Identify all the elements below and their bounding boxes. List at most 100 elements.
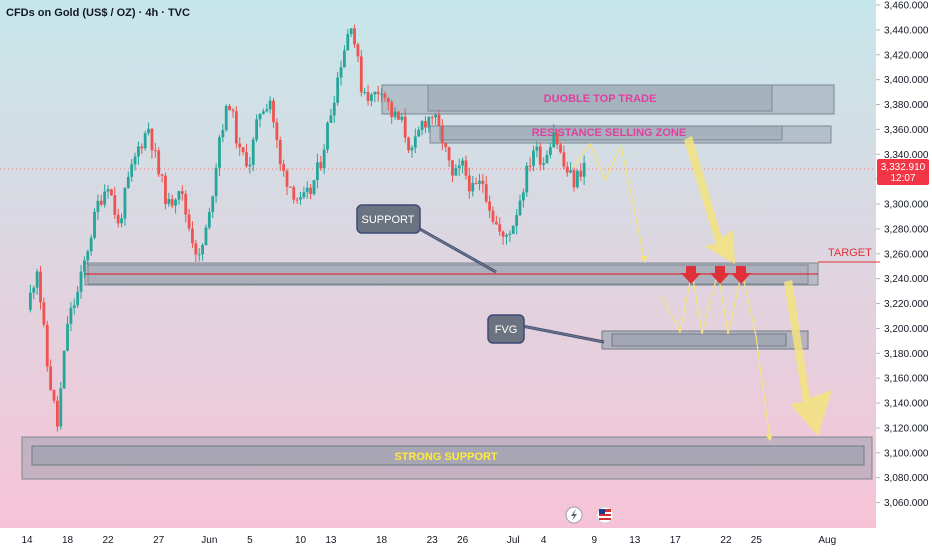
candle-body [302,192,306,198]
candle-body [346,34,350,51]
candle-body [292,187,296,200]
red-down-arrow-1 [681,266,701,284]
time-tick-label: 22 [102,535,114,546]
candle-body [326,122,329,150]
candle-body [400,116,404,120]
candle-body [562,152,566,167]
time-tick-label: 26 [457,535,469,546]
candle-body [59,388,63,427]
candle-body [258,113,262,120]
candle-body [62,350,66,389]
candle-body [255,119,259,140]
resistance-label: RESISTANCE SELLING ZONE [532,127,686,139]
candle-body [471,183,475,192]
candle-body [133,156,137,165]
candle-body [430,117,434,119]
candle-body [535,146,539,151]
support-callout-box [356,204,421,234]
candle-body [55,400,59,427]
candle-body [552,132,556,148]
time-axis[interactable]: 14 18 22 27 Jun 5 10 13 18 23 26 Jul 4 9 13 17 22 25 Aug [21,535,836,546]
candle-body [322,149,326,169]
candle-body [99,200,103,205]
candle-body [164,175,167,204]
candle-body [315,162,319,181]
price-tick-label: 3,180.000 [884,349,929,360]
candle-body [123,187,127,219]
candle-body [572,170,576,188]
candle-body [93,211,96,238]
support-callout[interactable]: SUPPORT [356,204,497,274]
candle-body [478,180,481,184]
time-tick-label: 13 [325,535,337,546]
price-tick-label: 3,400.000 [884,75,929,86]
candle-body [413,136,417,148]
time-tick-label: 9 [591,535,597,546]
candle-body [353,28,356,45]
candle-body [545,154,549,164]
time-tick-label: 13 [629,535,641,546]
candle-body [501,231,505,237]
time-tick-label: 10 [295,535,307,546]
price-tick-label: 3,100.000 [884,448,929,459]
candle-body [268,100,272,110]
candle-body [474,183,478,185]
symbol-title: CFDs on Gold (US$ / OZ) · 4h · TVC [6,7,190,19]
candle-body [454,168,458,176]
flash-icon[interactable] [565,506,583,524]
double-top-zone[interactable] [381,84,835,115]
candle-body [494,221,498,225]
candle-body [96,200,100,212]
candle-body [224,105,228,131]
candle-body [170,199,174,206]
candle-body [130,164,134,177]
time-tick-label: 18 [62,535,74,546]
candle-body [204,227,208,245]
candle-body [150,128,154,151]
current-price-countdown: 12:07 [890,173,915,184]
candle-body [72,305,76,308]
candle-body [278,140,282,165]
fvg-callout-pointer-fill [521,325,605,343]
price-tick-label: 3,360.000 [884,125,929,136]
candle-body [83,260,86,272]
candle-body [464,160,468,176]
candle-body [579,170,583,177]
candle-body [417,129,421,137]
candle-body [521,192,525,201]
candle-body [251,139,255,165]
candle-body [420,121,424,130]
candle-body [370,94,373,101]
price-tick-label: 3,280.000 [884,224,929,235]
candle-body [126,176,130,188]
candle-body [403,116,407,138]
candle-body [484,184,488,202]
candle-body [376,91,380,94]
price-tick-label: 3,440.000 [884,25,929,36]
price-axis[interactable]: 3,460.000 3,440.000 3,420.000 3,400.000 3,38… [876,1,929,510]
candle-body [444,143,448,148]
time-tick-label: Aug [818,535,836,546]
price-tick-label: 3,160.000 [884,374,929,385]
candle-body [498,224,502,232]
candle-body [49,366,53,390]
candle-body [410,147,414,151]
fvg-callout-box [487,314,525,344]
price-tick-label: 3,340.000 [884,150,929,161]
candle-body [488,201,492,211]
fvg-callout[interactable]: FVG [487,314,605,344]
time-tick-label: 25 [751,535,763,546]
support-callout-pointer-fill [417,227,497,273]
candle-body [569,170,573,173]
price-tick-label: 3,220.000 [884,299,929,310]
price-tick-label: 3,460.000 [884,1,929,12]
candle-body [76,291,80,306]
us-flag-icon[interactable] [596,506,614,524]
candle-body [140,146,144,149]
candle-body [272,100,275,123]
strong-support-label: STRONG SUPPORT [394,451,498,463]
candle-body [356,44,360,57]
candle-body [275,122,279,141]
double-top-label: DUOBLE TOP TRADE [544,93,657,105]
